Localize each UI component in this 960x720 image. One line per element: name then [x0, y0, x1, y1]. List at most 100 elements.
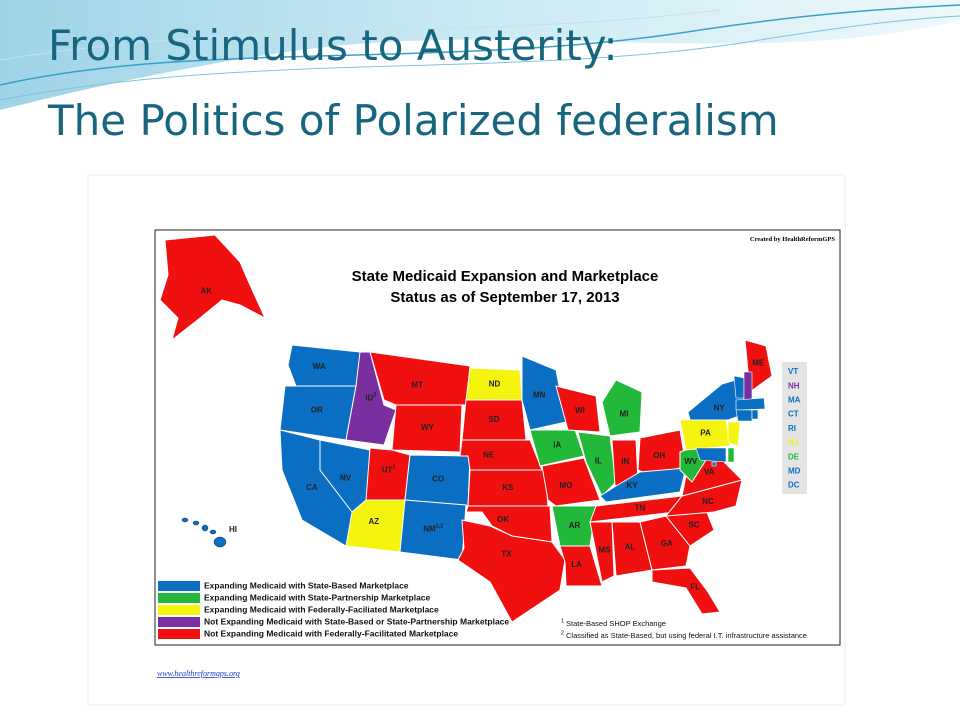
state-shape [651, 567, 721, 615]
state-label-text: NM [423, 524, 436, 533]
state-label-text: NC [702, 497, 714, 506]
legend-label: Not Expanding Medicaid with State-Based … [204, 616, 509, 626]
state-label: HI [229, 525, 237, 534]
state-label: NC [702, 497, 714, 506]
state-label: ID2 [365, 393, 376, 403]
state-label: KS [502, 483, 514, 492]
state-label: FL [690, 583, 700, 592]
state-label-text: GA [661, 539, 673, 548]
state-shape [521, 355, 567, 431]
state-label-text: MI [620, 410, 629, 419]
state-label-text: MT [411, 381, 423, 390]
state-label-text: OR [311, 406, 323, 415]
legend-swatch [158, 629, 200, 639]
state-label: MN [533, 391, 546, 400]
state-label: OH [653, 451, 665, 460]
state-label-text: WA [313, 362, 326, 371]
state-label-text: TX [501, 550, 512, 559]
small-state-label: NH [788, 381, 800, 390]
state-label-text: LA [571, 560, 582, 569]
small-state-panel [782, 362, 807, 494]
state-label: UT1 [382, 465, 396, 475]
state-label: IA [553, 441, 561, 450]
state-shape [695, 447, 727, 463]
state-shape [751, 409, 759, 420]
header-decoration [0, 0, 960, 110]
state-label: AK [200, 286, 212, 295]
state-label: KY [626, 481, 638, 490]
state-label: IL [595, 457, 602, 466]
state-label-note: 1 [392, 465, 395, 471]
state-label: SD [488, 415, 499, 424]
state-label: WV [684, 457, 698, 466]
state-label-text: CA [306, 483, 318, 492]
state-label-text: KS [502, 483, 514, 492]
state-label: WA [313, 362, 326, 371]
state-label-text: NE [483, 450, 495, 459]
legend-label: Expanding Medicaid with Federally-Facili… [204, 604, 439, 614]
small-state-label: NJ [788, 438, 798, 447]
state-label: MS [599, 546, 612, 555]
state-label-text: AL [625, 543, 636, 552]
footnote-text: State-Based SHOP Exchange [566, 619, 666, 628]
state-label: AR [569, 521, 581, 530]
state-shape [733, 375, 745, 399]
map-credit: Created by HealthReformGPS [750, 236, 835, 243]
state-shape [159, 234, 267, 342]
small-state-label: VT [788, 367, 798, 376]
state-label: PA [700, 429, 711, 438]
legend-swatch [158, 581, 200, 591]
legend-swatch [158, 617, 200, 627]
state-label: VA [704, 468, 715, 477]
state-shape [209, 529, 217, 535]
state-shape [459, 439, 543, 471]
state-shape [541, 457, 601, 507]
small-state-label: DC [788, 481, 800, 490]
state-shape [735, 397, 766, 411]
slide-title-line: From Stimulus to Austerity: [48, 21, 618, 70]
state-label-text: WV [684, 457, 698, 466]
state-label-text: SC [688, 521, 699, 530]
map-title: Status as of September 17, 2013 [390, 289, 619, 306]
state-label-text: IL [595, 457, 602, 466]
state-label: MO [560, 481, 573, 490]
small-state-label: DE [788, 452, 800, 461]
state-label-text: IA [553, 441, 561, 450]
state-label-text: OK [497, 515, 509, 524]
state-shape [735, 409, 753, 422]
state-label-text: HI [229, 525, 237, 534]
footnote-mark: 1 [561, 618, 564, 624]
state-label-text: NV [340, 474, 352, 483]
state-shape [711, 461, 717, 467]
state-label-note: 2 [373, 393, 376, 399]
state-label: NV [340, 474, 352, 483]
legend-label: Expanding Medicaid with State-Based Mark… [204, 580, 409, 590]
state-shape [181, 517, 189, 523]
map-title: State Medicaid Expansion and Marketplace [352, 268, 659, 285]
state-label: OR [311, 406, 323, 415]
state-label-text: VA [704, 468, 715, 477]
state-label: NM1,2 [423, 524, 443, 534]
small-state-label: MA [788, 396, 801, 405]
state-shape [639, 515, 691, 571]
state-label-text: TN [635, 504, 646, 513]
state-label-text: OH [653, 451, 665, 460]
state-label-text: ID [365, 394, 373, 403]
footnote-text: Classified as State-Based, but using fed… [566, 631, 807, 640]
state-label: WY [421, 423, 435, 432]
state-shape [577, 431, 617, 497]
state-label: LA [571, 560, 582, 569]
legend-label: Not Expanding Medicaid with Federally-Fa… [204, 628, 458, 638]
state-label-text: SD [488, 415, 499, 424]
state-label-note: 1,2 [436, 524, 444, 530]
state-label-text: FL [690, 583, 700, 592]
state-shape [589, 521, 615, 583]
state-label-text: AR [569, 521, 581, 530]
state-shape [559, 545, 603, 587]
state-label-text: AK [200, 286, 212, 295]
state-label: NY [714, 404, 726, 413]
state-shape [727, 447, 735, 463]
small-state-label: RI [788, 424, 796, 433]
state-label: ME [752, 359, 765, 368]
